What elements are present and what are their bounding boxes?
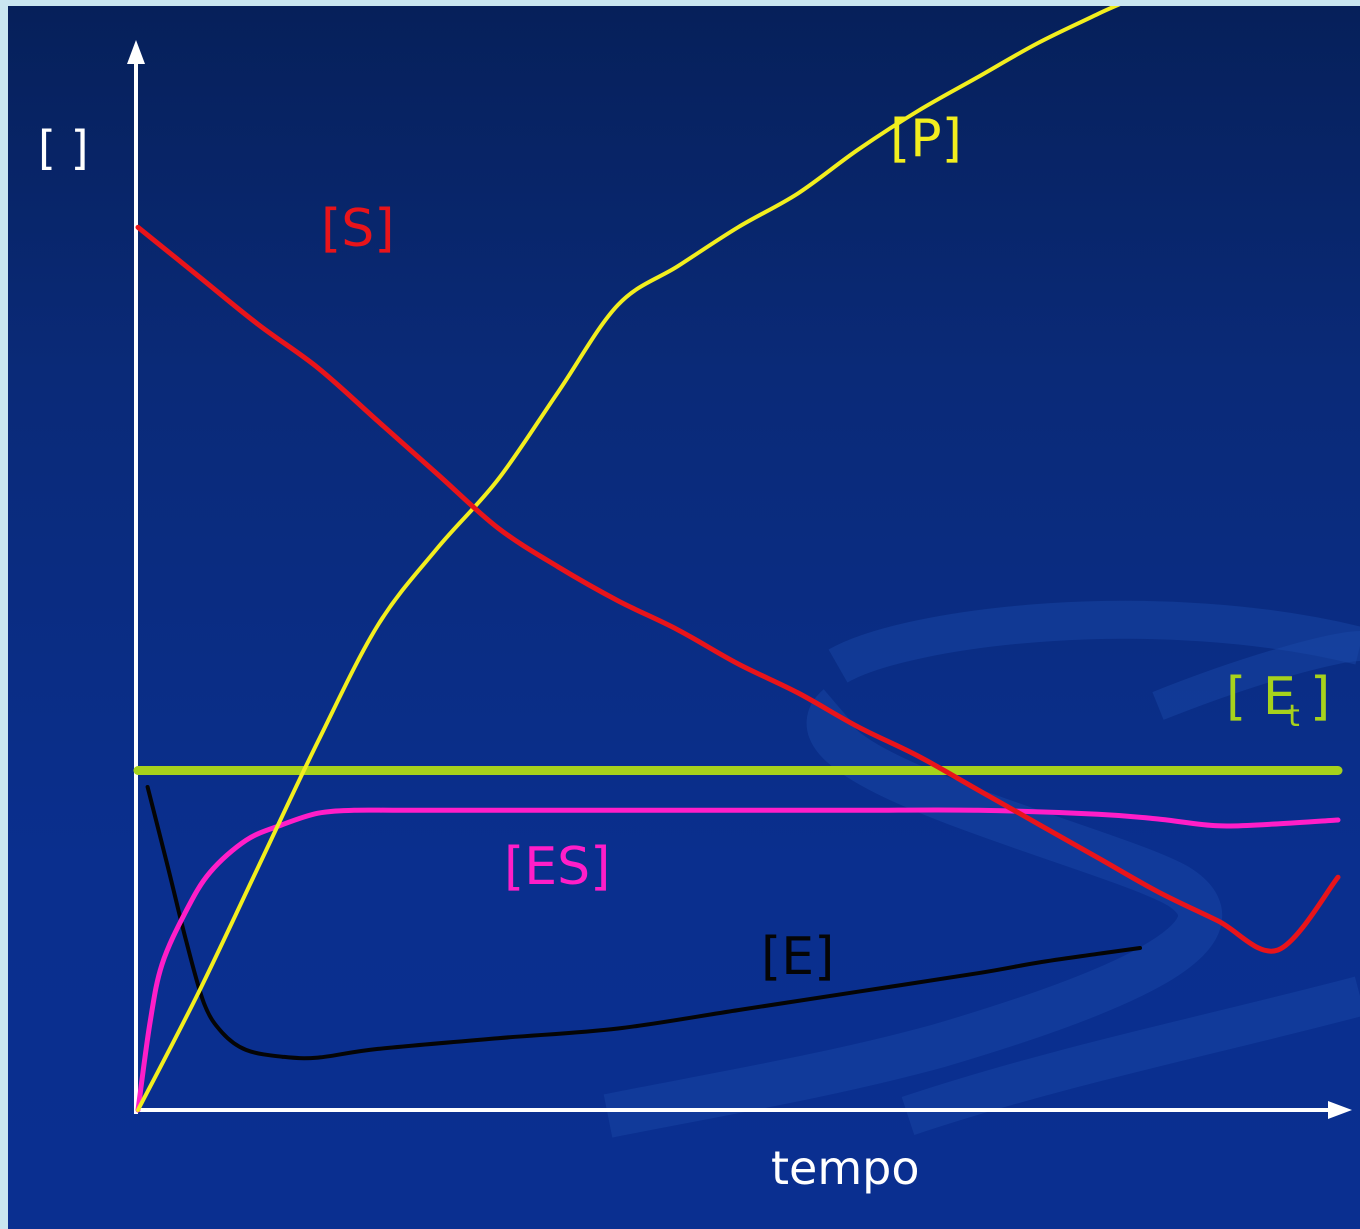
series-line-es — [135, 807, 1341, 1113]
series-label-et-subscript: t — [1288, 699, 1300, 734]
y-axis-arrow — [127, 40, 145, 64]
series-label-p: [P] — [890, 109, 962, 169]
series-line-s — [135, 224, 1341, 954]
series-label-es: [ES] — [504, 837, 610, 897]
x-axis-label: tempo — [771, 1141, 920, 1195]
series-line-p — [136, 6, 1121, 1112]
series-layer — [133, 6, 1343, 1113]
series-label-et-main: [ E — [1226, 667, 1296, 727]
series-label-s: [S] — [321, 199, 395, 259]
series-label-et: [ E t ] — [1226, 667, 1330, 734]
background-swoosh — [603, 600, 1360, 1138]
series-line-e — [145, 785, 1142, 1061]
enzyme-kinetics-chart: [ ] tempo [S] [P] [ES] [E] [ E t ] — [38, 6, 1360, 1195]
x-axis-arrow — [1328, 1101, 1352, 1119]
slide: [ ] tempo [S] [P] [ES] [E] [ E t ] — [8, 6, 1360, 1229]
axes — [127, 40, 1352, 1119]
series-label-et-close: ] — [1310, 667, 1330, 727]
y-axis-label: [ ] — [38, 121, 89, 175]
series-label-e: [E] — [761, 927, 834, 987]
